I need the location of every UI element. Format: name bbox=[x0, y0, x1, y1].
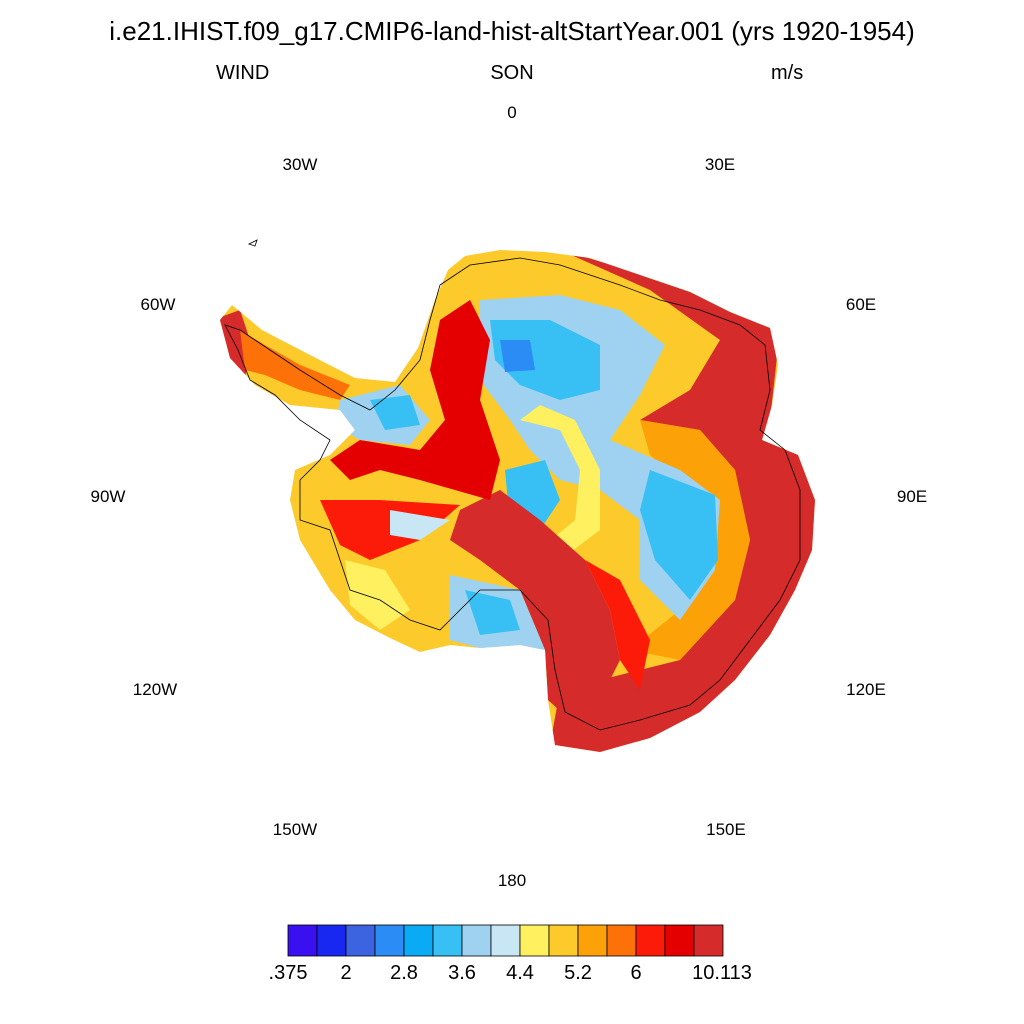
colorbar-box bbox=[490, 924, 521, 957]
colorbar-box bbox=[287, 924, 318, 957]
east-coast-high-wind bbox=[550, 250, 815, 752]
lon-label-90E: 90E bbox=[896, 487, 928, 506]
colorbar-tick-3: 3.6 bbox=[448, 962, 476, 984]
colorbar-box bbox=[577, 924, 608, 957]
colorbar-tick-4: 4.4 bbox=[506, 962, 534, 984]
colorbar-tick-6: 6 bbox=[630, 962, 642, 984]
pole-ring bbox=[520, 405, 600, 560]
lon-label-120E: 120E bbox=[846, 680, 886, 699]
units-label: m/s bbox=[771, 62, 804, 84]
plateau-core-min bbox=[500, 340, 535, 372]
lon-label-90W: 90W bbox=[90, 487, 126, 506]
west-ridge-high bbox=[330, 300, 500, 500]
plot-title: i.e21.IHIST.f09_g17.CMIP6-land-hist-altS… bbox=[109, 16, 915, 46]
colorbar-box bbox=[606, 924, 637, 957]
coastline bbox=[224, 257, 801, 731]
ross-ridge-edge bbox=[585, 560, 650, 690]
lon-label-30E: 30E bbox=[704, 155, 736, 174]
colorbar-box bbox=[345, 924, 376, 957]
lon-label-30W: 30W bbox=[282, 155, 318, 174]
marie-byrd-low bbox=[345, 560, 410, 630]
east-plateau-band bbox=[630, 420, 750, 660]
season-label: SON bbox=[490, 62, 534, 84]
variable-label: WIND bbox=[216, 62, 270, 84]
colorbar-box bbox=[635, 924, 666, 957]
ross-core bbox=[465, 590, 520, 635]
colorbar-tick-1: 2 bbox=[340, 962, 352, 984]
colorbar-tick-2: 2.8 bbox=[390, 962, 418, 984]
east-interior-low bbox=[640, 470, 718, 600]
lon-label-150W: 150W bbox=[272, 820, 318, 839]
colorbar-tick-7: 10.113 bbox=[692, 962, 752, 984]
west-low-band bbox=[390, 510, 450, 540]
lon-label-60E: 60E bbox=[845, 295, 877, 314]
colorbar-box bbox=[403, 924, 434, 957]
colorbar-box bbox=[374, 924, 405, 957]
peninsula-high-2 bbox=[240, 330, 350, 400]
colorbar-box bbox=[461, 924, 492, 957]
colorbar-box bbox=[548, 924, 579, 957]
lon-label-60W: 60W bbox=[140, 295, 176, 314]
ross-ridge-high bbox=[450, 490, 620, 720]
lon-label-150E: 150E bbox=[706, 820, 746, 839]
west-low-core bbox=[370, 395, 420, 430]
colorbar-tick-5: 5.2 bbox=[564, 962, 592, 984]
colorbar-box bbox=[693, 924, 724, 957]
island-outline bbox=[247, 239, 258, 247]
colorbar-box bbox=[432, 924, 463, 957]
lon-label-180: 180 bbox=[497, 871, 527, 890]
colorbar-box bbox=[316, 924, 347, 957]
lon-label-0: 0 bbox=[507, 103, 517, 122]
lon-label-120W: 120W bbox=[132, 680, 178, 699]
colorbar-box bbox=[519, 924, 550, 957]
colorbar-box bbox=[664, 924, 695, 957]
colorbar-tick-0: .375 bbox=[268, 962, 308, 984]
